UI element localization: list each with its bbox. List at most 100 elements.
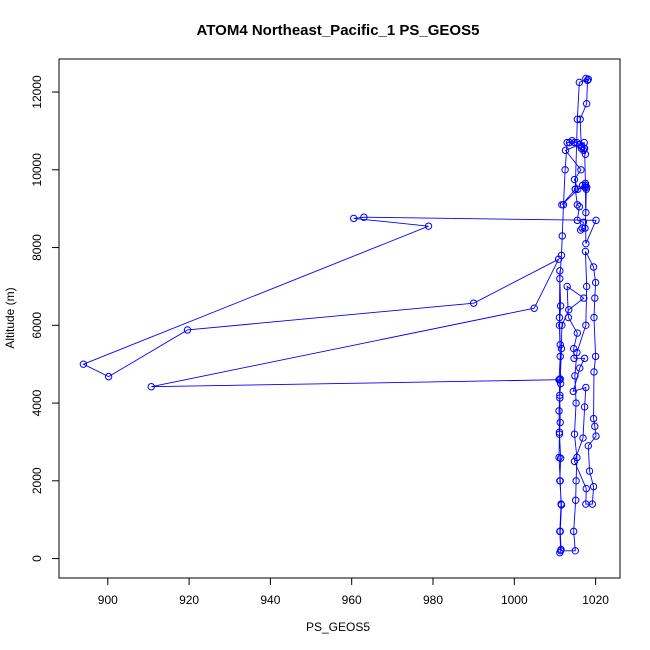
data-point	[557, 344, 566, 353]
data-point	[581, 247, 590, 256]
x-tick-label: 1000	[501, 593, 528, 607]
data-point	[569, 387, 577, 396]
data-point	[556, 391, 564, 399]
data-point	[558, 201, 566, 209]
y-tick-label: 6000	[30, 312, 44, 339]
data-point	[570, 354, 578, 363]
data-point	[591, 278, 600, 287]
data-point	[579, 146, 588, 155]
data-point	[588, 500, 597, 508]
data-point	[555, 428, 564, 436]
x-tick-label: 940	[260, 593, 280, 607]
data-point	[104, 372, 113, 381]
data-point	[578, 224, 586, 232]
data-point	[580, 354, 589, 363]
data-point	[571, 185, 579, 193]
data-point	[568, 136, 576, 145]
data-point	[583, 76, 592, 85]
data-point	[582, 239, 590, 248]
data-point	[556, 547, 565, 555]
data-point	[570, 430, 579, 438]
y-tick-label: 10000	[30, 153, 44, 187]
data-point	[569, 527, 578, 536]
data-point	[556, 352, 564, 361]
data-point	[556, 418, 564, 427]
data-point	[582, 383, 590, 392]
x-tick-label: 1020	[582, 593, 609, 607]
y-tick-label: 4000	[30, 389, 44, 416]
data-point	[79, 360, 88, 368]
data-point	[565, 306, 573, 314]
data-point	[183, 326, 192, 334]
data-point	[556, 477, 564, 485]
data-point	[572, 399, 580, 407]
data-point	[582, 208, 590, 217]
data-point	[591, 294, 599, 302]
x-tick-label: 960	[342, 593, 362, 607]
y-axis-label: Altitude (m)	[3, 287, 17, 348]
y-tick-label: 8000	[30, 234, 44, 261]
data-point	[590, 313, 598, 322]
data-point	[592, 216, 600, 225]
chart-title: ATOM4 Northeast_Pacific_1 PS_GEOS5	[197, 22, 480, 39]
data-point	[582, 484, 590, 493]
data-point	[561, 146, 570, 155]
data-point	[556, 527, 564, 536]
y-axis: 0 2000 4000 6000 8000 10000 12000	[30, 75, 60, 562]
data-point	[558, 232, 566, 240]
data-point	[592, 432, 600, 440]
data-point	[584, 442, 592, 450]
data-point	[573, 453, 581, 462]
data-point	[570, 175, 579, 184]
data-point	[555, 453, 563, 462]
data-point	[576, 226, 585, 234]
data-point	[565, 138, 574, 147]
data-point	[576, 364, 584, 372]
x-axis: 900 920 940 960 980 1000 1020	[98, 577, 609, 607]
data-point	[580, 138, 588, 147]
data-point	[563, 282, 571, 291]
series-layer	[79, 74, 600, 557]
y-tick-label: 12000	[30, 75, 44, 109]
data-point	[581, 179, 590, 188]
data-point	[350, 214, 358, 223]
data-point	[575, 78, 584, 87]
data-point	[577, 166, 585, 174]
data-point	[589, 263, 598, 271]
data-point	[575, 203, 584, 211]
x-axis-label: PS_GEOS5	[306, 620, 370, 634]
data-point	[469, 299, 478, 307]
data-point	[556, 375, 564, 383]
data-point	[582, 100, 591, 108]
data-point	[580, 144, 589, 153]
data-point	[577, 144, 586, 153]
data-point	[574, 185, 582, 193]
data-point	[561, 166, 569, 174]
data-point	[360, 213, 368, 221]
data-point	[555, 321, 564, 329]
data-point	[573, 201, 582, 209]
data-point	[570, 457, 579, 466]
data-point	[571, 372, 579, 380]
data-point	[556, 394, 564, 402]
data-point	[558, 321, 566, 329]
data-point	[571, 547, 579, 555]
data-point	[530, 304, 538, 312]
data-point	[556, 267, 564, 275]
data-point	[564, 313, 573, 322]
data-point	[589, 414, 598, 423]
y-tick-label: 0	[30, 555, 44, 562]
data-point	[579, 434, 587, 442]
data-point	[554, 255, 563, 263]
data-point	[571, 496, 580, 504]
data-point	[590, 368, 598, 376]
data-point	[576, 140, 584, 149]
data-point	[555, 430, 564, 438]
x-tick-label: 900	[98, 593, 118, 607]
data-point	[582, 282, 591, 291]
y-tick-label: 2000	[30, 467, 44, 494]
data-point	[582, 321, 590, 329]
data-point	[563, 138, 571, 147]
series-line	[82, 77, 597, 553]
